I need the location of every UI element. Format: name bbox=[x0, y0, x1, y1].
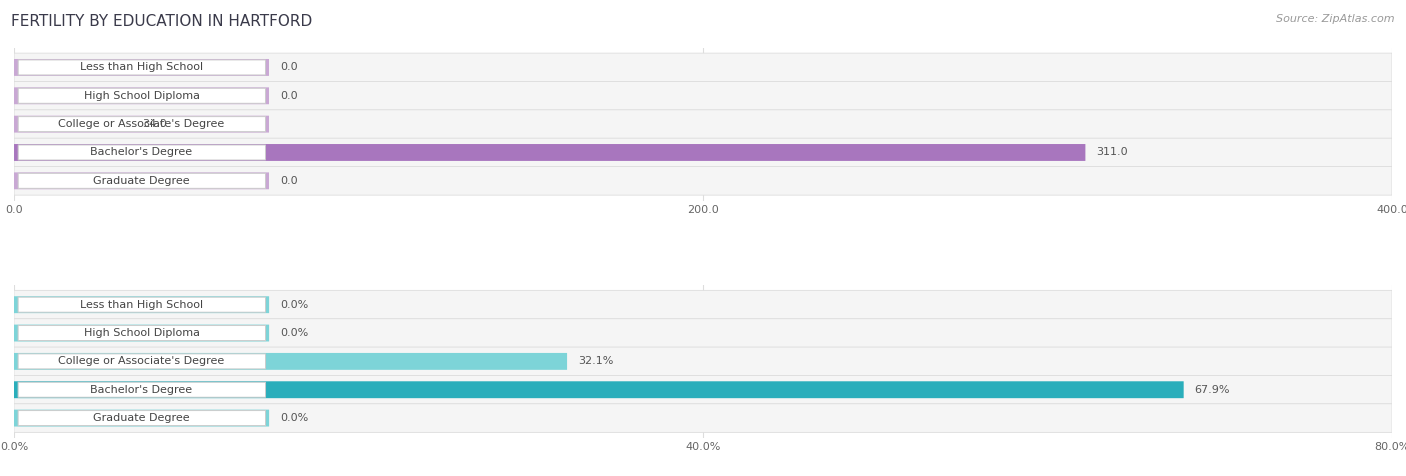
FancyBboxPatch shape bbox=[14, 376, 1392, 404]
FancyBboxPatch shape bbox=[14, 347, 1392, 376]
Text: Source: ZipAtlas.com: Source: ZipAtlas.com bbox=[1277, 14, 1395, 24]
Text: High School Diploma: High School Diploma bbox=[83, 91, 200, 101]
FancyBboxPatch shape bbox=[14, 381, 1184, 398]
Text: 32.1%: 32.1% bbox=[578, 357, 613, 367]
FancyBboxPatch shape bbox=[14, 296, 269, 313]
FancyBboxPatch shape bbox=[18, 411, 266, 426]
FancyBboxPatch shape bbox=[18, 145, 266, 160]
Text: 0.0: 0.0 bbox=[280, 176, 298, 186]
Text: Graduate Degree: Graduate Degree bbox=[93, 176, 190, 186]
Text: 34.0: 34.0 bbox=[142, 119, 167, 129]
FancyBboxPatch shape bbox=[14, 410, 269, 426]
FancyBboxPatch shape bbox=[14, 81, 1392, 110]
FancyBboxPatch shape bbox=[18, 88, 266, 103]
FancyBboxPatch shape bbox=[14, 353, 567, 370]
FancyBboxPatch shape bbox=[14, 138, 1392, 167]
Text: 0.0: 0.0 bbox=[280, 62, 298, 72]
FancyBboxPatch shape bbox=[14, 172, 269, 189]
Text: High School Diploma: High School Diploma bbox=[83, 328, 200, 338]
FancyBboxPatch shape bbox=[18, 297, 266, 312]
Text: Graduate Degree: Graduate Degree bbox=[93, 413, 190, 423]
Text: Less than High School: Less than High School bbox=[80, 62, 202, 72]
FancyBboxPatch shape bbox=[18, 382, 266, 397]
FancyBboxPatch shape bbox=[14, 53, 1392, 82]
Text: 0.0: 0.0 bbox=[280, 91, 298, 101]
Text: 311.0: 311.0 bbox=[1097, 148, 1128, 158]
FancyBboxPatch shape bbox=[18, 354, 266, 369]
Text: 0.0%: 0.0% bbox=[280, 300, 308, 310]
Text: Bachelor's Degree: Bachelor's Degree bbox=[90, 148, 193, 158]
Text: 0.0%: 0.0% bbox=[280, 413, 308, 423]
Text: College or Associate's Degree: College or Associate's Degree bbox=[59, 119, 225, 129]
FancyBboxPatch shape bbox=[18, 60, 266, 75]
Text: Bachelor's Degree: Bachelor's Degree bbox=[90, 385, 193, 395]
FancyBboxPatch shape bbox=[18, 173, 266, 188]
FancyBboxPatch shape bbox=[14, 87, 269, 104]
FancyBboxPatch shape bbox=[18, 117, 266, 132]
FancyBboxPatch shape bbox=[14, 116, 269, 133]
FancyBboxPatch shape bbox=[14, 290, 1392, 319]
Text: FERTILITY BY EDUCATION IN HARTFORD: FERTILITY BY EDUCATION IN HARTFORD bbox=[11, 14, 312, 30]
FancyBboxPatch shape bbox=[18, 326, 266, 340]
FancyBboxPatch shape bbox=[14, 167, 1392, 195]
FancyBboxPatch shape bbox=[14, 319, 1392, 347]
FancyBboxPatch shape bbox=[14, 144, 1085, 161]
Text: Less than High School: Less than High School bbox=[80, 300, 202, 310]
Text: College or Associate's Degree: College or Associate's Degree bbox=[59, 357, 225, 367]
Text: 67.9%: 67.9% bbox=[1195, 385, 1230, 395]
FancyBboxPatch shape bbox=[14, 325, 269, 341]
FancyBboxPatch shape bbox=[14, 404, 1392, 432]
FancyBboxPatch shape bbox=[14, 110, 1392, 139]
Text: 0.0%: 0.0% bbox=[280, 328, 308, 338]
FancyBboxPatch shape bbox=[14, 59, 269, 76]
